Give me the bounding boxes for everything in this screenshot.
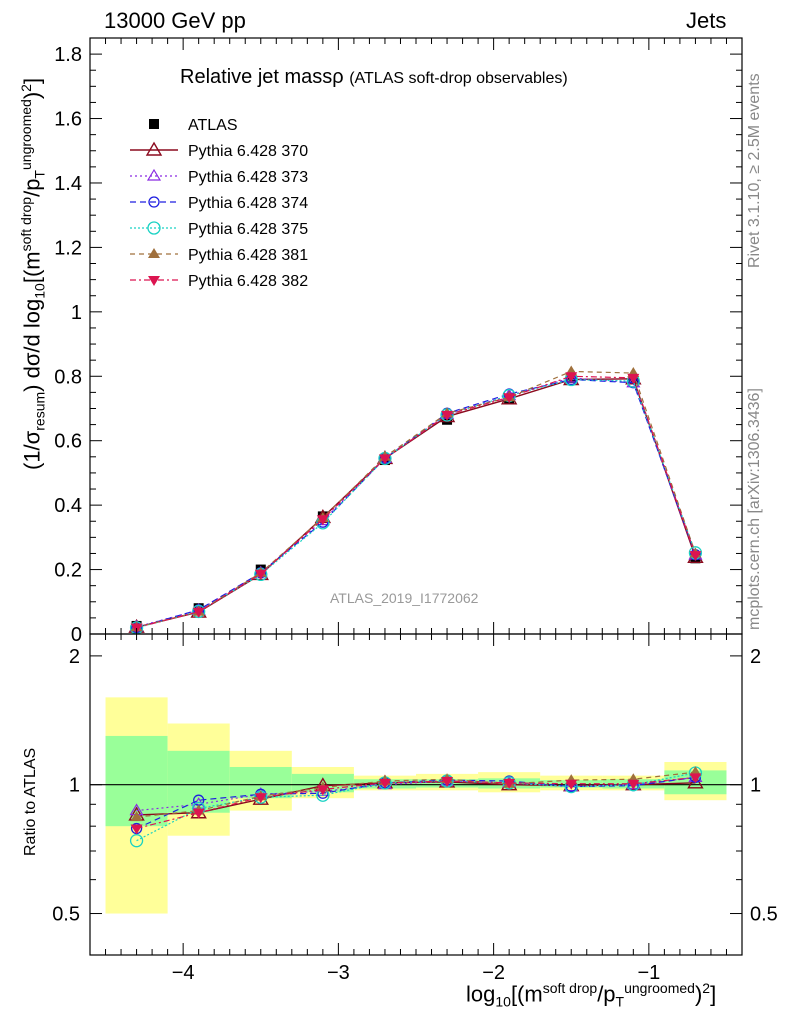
x-tick-label: −3 [327, 962, 350, 984]
series-point-6 [627, 373, 640, 384]
y-tick-label: 0.8 [54, 366, 82, 388]
series-line-6 [136, 375, 696, 629]
ratio-y-tick-label: 2 [69, 646, 80, 668]
x-tick-label: −1 [637, 962, 660, 984]
legend-label-2: Pythia 6.428 373 [188, 169, 308, 186]
legend-entry-5: Pythia 6.428 381 [130, 247, 308, 264]
rivet-version-label: Rivet 3.1.10, ≥ 2.5M events [746, 73, 763, 268]
series-point-6 [378, 454, 391, 465]
y-tick-label: 1.2 [54, 237, 82, 259]
main-panel-series [128, 365, 704, 635]
plot-title-sub: (ATLAS soft-drop observables) [349, 70, 568, 87]
legend-marker-2 [146, 168, 162, 181]
mcplots-label: mcplots.cern.ch [arXiv:1306.3436] [746, 388, 763, 630]
legend-label-3: Pythia 6.428 374 [188, 195, 308, 212]
series-point-6 [316, 785, 329, 796]
series-line-2 [136, 776, 696, 812]
series-point-6 [441, 777, 454, 788]
legend-entry-2: Pythia 6.428 373 [130, 168, 308, 186]
y-axis-title-ratio: Ratio to ATLAS [22, 747, 39, 856]
legend-label-6: Pythia 6.428 382 [188, 273, 308, 290]
series-point-6 [254, 793, 267, 804]
legend-entry-6: Pythia 6.428 382 [130, 273, 308, 290]
plot-title-main: Relative jet massρ [180, 66, 344, 88]
legend-marker-6 [148, 276, 160, 286]
series-point-6 [192, 607, 205, 618]
y-tick-label: 1.6 [54, 109, 82, 131]
series-line-3 [136, 378, 696, 629]
legend-marker-1 [145, 141, 163, 156]
series-line-5 [136, 771, 696, 818]
series-point-6 [689, 551, 702, 562]
legend-marker-4 [147, 221, 161, 235]
axis-ticks: 0 0.2 0.4 0.6 0.8 1 1.2 1.4 1.6 1.8 0.5 0.5 1 1 2 2 −4 −3… [52, 37, 778, 984]
band-inner [167, 750, 230, 813]
ratio-y-tick-label: 0.5 [52, 904, 80, 926]
series-line-5 [136, 370, 696, 628]
y-axis-title-main: (1/σresum) dσ/d log10[(msoft drop/pTungr… [18, 77, 48, 470]
legend-label-4: Pythia 6.428 375 [188, 221, 308, 238]
legend-entry-1: Pythia 6.428 370 [130, 141, 308, 160]
y-tick-label: 1.8 [54, 44, 82, 66]
series-point-5 [130, 811, 143, 822]
x-tick-label: −4 [172, 962, 195, 984]
y-tick-label: 0.4 [54, 495, 82, 517]
legend: ATLAS Pythia 6.428 370 Pythia 6.428 373 Pyt… [130, 117, 308, 290]
y-tick-label: 1.4 [54, 173, 82, 195]
legend-marker-3 [148, 196, 160, 208]
y-tick-label: 1 [71, 302, 82, 324]
legend-label-5: Pythia 6.428 381 [188, 247, 308, 264]
series-point-6 [254, 569, 267, 580]
series-point-2 [564, 779, 579, 792]
ratio-panel-series [128, 766, 704, 848]
series-point-6 [503, 778, 516, 789]
series-point-6 [565, 779, 578, 790]
series-point-6 [627, 779, 640, 790]
ratio-y-tick-label-right: 2 [750, 646, 761, 668]
analysis-watermark: ATLAS_2019_I1772062 [330, 590, 479, 606]
series-point-4 [129, 834, 144, 848]
legend-entry-4: Pythia 6.428 375 [130, 221, 308, 238]
series-point-6 [503, 393, 516, 404]
y-tick-label: 0 [71, 624, 82, 646]
header-energy: 13000 GeV pp [104, 8, 246, 33]
ratio-y-tick-label-right: 0.5 [750, 904, 778, 926]
legend-marker-data [149, 119, 159, 129]
y-tick-label: 0.2 [54, 560, 82, 582]
legend-entry-data: ATLAS [149, 117, 238, 134]
series-point-6 [441, 410, 454, 421]
legend-entry-3: Pythia 6.428 374 [130, 195, 308, 212]
series-point-6 [192, 808, 205, 819]
series-point-6 [130, 824, 143, 835]
series-point-6 [316, 515, 329, 526]
series-point-6 [565, 372, 578, 383]
legend-marker-5 [148, 248, 160, 258]
ratio-y-tick-label: 1 [69, 775, 80, 797]
series-line-6 [136, 776, 696, 830]
legend-label-1: Pythia 6.428 370 [188, 143, 308, 160]
series-line-3 [136, 776, 696, 830]
series-point-6 [378, 778, 391, 789]
ratio-y-tick-label-right: 1 [750, 775, 761, 797]
legend-label-data: ATLAS [188, 117, 238, 134]
header-category: Jets [686, 8, 727, 33]
series-point-6 [689, 773, 702, 784]
plot-title: Relative jet massρ (ATLAS soft-drop obse… [180, 66, 568, 89]
y-tick-label: 0.6 [54, 431, 82, 453]
x-tick-label: −2 [482, 962, 505, 984]
x-axis-title: log10[(msoft drop/pTungroomed)2] [466, 980, 717, 1010]
